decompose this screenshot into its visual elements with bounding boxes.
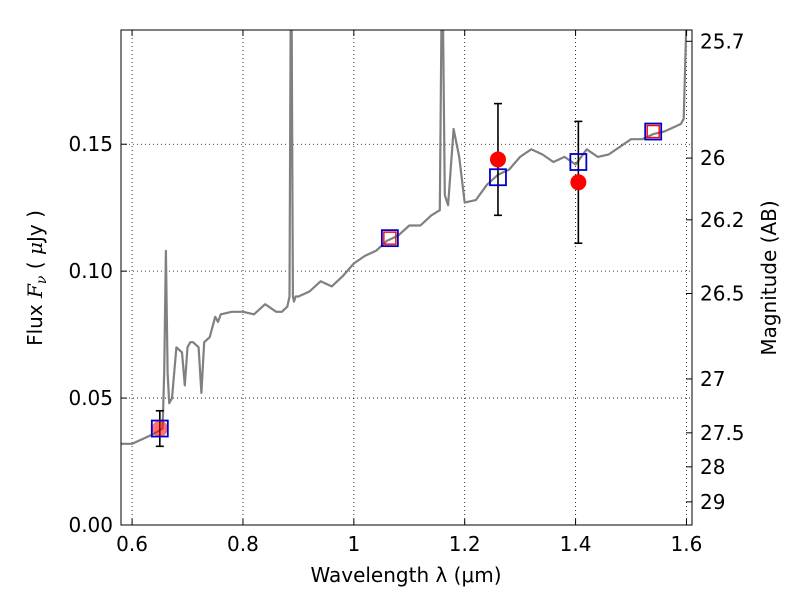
y-tick-label: 0.05 [68,386,113,410]
y-tick-label: 0.15 [68,132,113,156]
photometry-point [570,174,587,191]
markers-layer [150,102,663,448]
photometry-point [151,420,168,437]
x-tick-label: 0.8 [227,532,259,556]
spectrum-layer [121,30,688,445]
model-square-marker [644,122,663,141]
model-square-marker [569,153,588,171]
x-tick-label: 1.4 [560,532,592,556]
y-tick-label: 0.00 [68,513,113,537]
mag-tick-label: 27.5 [700,421,745,445]
mag-tick-label: 25.7 [700,29,745,53]
y-axis-label: Flux Fν ( μJy ) [23,210,50,346]
model-square-marker [150,419,169,438]
tick-labels: 0.6 0.8 1 1.2 1.4 1.6 0.00 0.05 0.10 0.15 25.7 26 26… [68,29,744,556]
right-axis-label: Magnitude (AB) [757,200,781,355]
y-tick-label: 0.10 [68,259,113,283]
mag-tick-label: 28 [700,455,725,479]
photometry-point [489,151,506,168]
x-tick-label: 0.6 [116,532,148,556]
red-square-marker [646,124,660,139]
mag-tick-label: 26.2 [700,208,745,232]
spectrum-line [121,30,688,445]
plot-frame [120,29,693,526]
grid-lines [121,30,692,526]
model-square-marker [380,229,399,248]
mag-tick-label: 26 [700,146,725,170]
red-square-marker [383,231,397,245]
model-square-marker [489,168,507,187]
mag-tick-label: 26.5 [700,281,745,305]
axis-ticks [121,30,692,526]
x-tick-label: 1.6 [671,532,703,556]
x-axis-label: Wavelength λ (μm) [310,563,501,587]
mag-tick-label: 29 [700,490,725,514]
x-tick-label: 1.2 [449,532,481,556]
mag-tick-label: 27 [700,367,725,391]
x-tick-label: 1 [347,532,360,556]
